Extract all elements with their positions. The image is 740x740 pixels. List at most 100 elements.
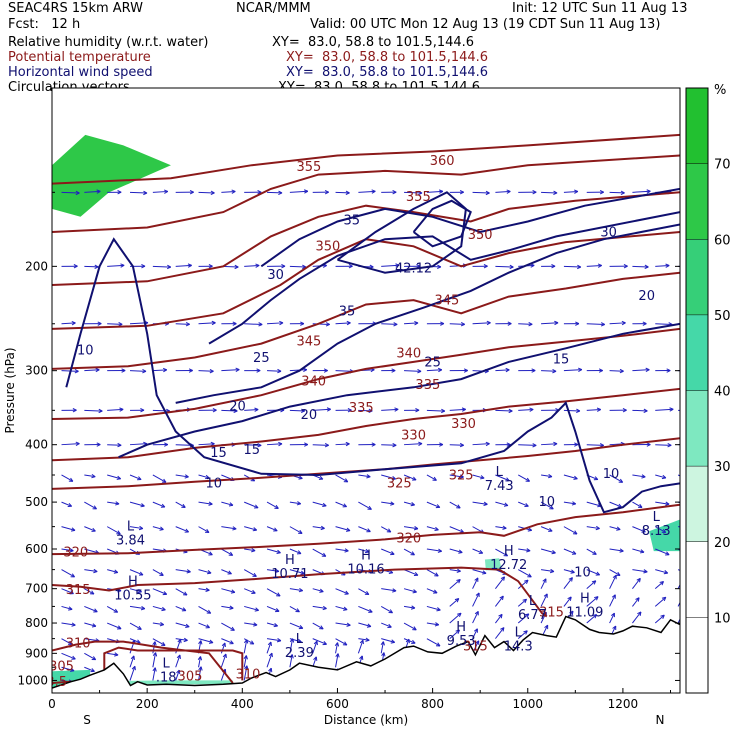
wind-vector-shaft-261 xyxy=(266,526,278,532)
wind-vector-head-240 xyxy=(437,548,443,553)
wind-vector-head-299 xyxy=(503,502,509,507)
wind-vector-shaft-407 xyxy=(404,370,422,372)
wind-vector-head-63 xyxy=(221,642,226,647)
wind-vector-head-401 xyxy=(277,368,282,374)
wind-vector-head-352 xyxy=(439,442,444,447)
wind-vector-head-392 xyxy=(74,369,79,374)
wind-vector-head-151 xyxy=(322,605,327,611)
wind-vector xyxy=(609,320,626,326)
wind-vector xyxy=(632,548,645,554)
wind-vector xyxy=(84,526,96,532)
wind-vector-shaft-191 xyxy=(586,580,597,590)
wind-vector-head-39 xyxy=(313,656,318,661)
wind-vector xyxy=(267,320,284,326)
wind-vector-head-205 xyxy=(274,568,280,574)
wind-vector-head-444 xyxy=(621,320,626,326)
wind-vector xyxy=(358,548,370,554)
wind-vector-head-379 xyxy=(415,408,420,413)
theta-label-22: 355 xyxy=(406,190,431,205)
wind-vector-head-243 xyxy=(503,552,509,557)
x-tick-label-800: 800 xyxy=(421,697,444,711)
wind-vector-head-177 xyxy=(276,592,281,597)
wind-vector xyxy=(244,588,256,594)
wind-vector xyxy=(518,322,533,327)
wind-vector-head-108 xyxy=(612,625,617,631)
wind-vector xyxy=(61,605,73,611)
colorbar-tick-label-30: 30 xyxy=(714,460,731,475)
wind-vector-shaft-467 xyxy=(495,265,514,268)
wind-vector-shaft-125 xyxy=(358,622,372,627)
wind-vector-shaft-282 xyxy=(107,501,120,505)
wind-vector xyxy=(586,322,605,327)
wind-vector-shaft-435 xyxy=(404,322,419,325)
wind-vector-shaft-243 xyxy=(495,548,508,557)
wind-vector xyxy=(152,667,157,681)
wind-vector xyxy=(381,622,392,628)
wind-vector-head-467 xyxy=(509,264,514,270)
wind-vector-shaft-173 xyxy=(175,588,188,596)
wind-vector-head-33 xyxy=(176,654,181,659)
wind-vector-head-162 xyxy=(567,596,572,601)
colorbar-tick-label-70: 70 xyxy=(714,158,731,173)
wind-vector xyxy=(380,641,385,654)
wind-vector-head-3 xyxy=(131,665,136,671)
wind-vector-head-101 xyxy=(455,629,460,634)
wind-vector xyxy=(312,407,331,412)
wind-vector xyxy=(107,474,122,480)
wind-vector-head-161 xyxy=(543,593,548,598)
wind-vector-shaft-289 xyxy=(266,501,279,509)
theta-contour-335 xyxy=(52,327,680,420)
wind-vector-shaft-194 xyxy=(654,581,664,590)
wind-vector xyxy=(495,501,509,507)
wind-vector-head-149 xyxy=(275,608,280,613)
wind-vector-shaft-245 xyxy=(540,548,556,554)
field-xy-theta: XY= 83.0, 58.8 to 101.5,144.6 xyxy=(286,50,489,65)
theta-label-12: 330 xyxy=(451,417,476,432)
wind-vector-shaft-5 xyxy=(175,669,180,681)
wind-vector-head-377 xyxy=(368,408,373,413)
wind-vector xyxy=(540,501,554,510)
wind-vector xyxy=(540,526,553,532)
wind-vector-shaft-314 xyxy=(198,474,210,479)
wind-vector-shaft-330 xyxy=(563,474,578,480)
theta-label-19: 350 xyxy=(316,239,341,254)
wind-speed-contour-15 xyxy=(118,322,680,459)
theta-label-23: 360 xyxy=(430,154,455,169)
wind-vector-shaft-497 xyxy=(541,191,558,194)
wind-vector-shaft-212 xyxy=(426,569,439,577)
wind-vector-head-218 xyxy=(570,569,575,574)
wind-vector-shaft-198 xyxy=(107,569,118,574)
wind-vector xyxy=(84,622,97,628)
wind-vector xyxy=(381,474,397,481)
rh-shaded-area-0 xyxy=(52,134,171,217)
wind-vector-shaft-128 xyxy=(426,622,439,626)
wind-vector xyxy=(541,441,558,447)
wind-vector-head-165 xyxy=(635,597,640,602)
wind-vector xyxy=(198,622,211,629)
wind-vector xyxy=(495,264,514,270)
wind-vector xyxy=(175,637,188,643)
wind-vector xyxy=(517,579,529,590)
wind-vector-head-233 xyxy=(276,549,281,554)
wind-vector-shaft-485 xyxy=(267,191,283,194)
wind-vector-shaft-291 xyxy=(312,501,327,507)
wind-vector xyxy=(563,264,582,270)
wind-vector-shaft-250 xyxy=(655,548,670,556)
wind-vector-head-117 xyxy=(185,623,190,628)
wind-vector xyxy=(84,408,103,414)
wind-vector-shaft-103 xyxy=(495,627,505,639)
wind-vector-shaft-157 xyxy=(449,598,460,607)
wind-vector-head-421 xyxy=(97,321,102,326)
wind-vector-shaft-89 xyxy=(175,638,188,641)
wind-vector-shaft-354 xyxy=(472,443,490,446)
wind-vector xyxy=(632,577,641,589)
wind-vector-shaft-328 xyxy=(517,474,530,482)
wind-vector-head-451 xyxy=(141,264,146,269)
wind-vector-head-280 xyxy=(67,502,73,508)
wind-vector-head-372 xyxy=(254,407,259,412)
wind-vector-head-349 xyxy=(371,442,376,447)
wind-vector-head-455 xyxy=(234,264,239,270)
wind-vector-head-140 xyxy=(68,606,73,611)
wind-vector-head-156 xyxy=(436,607,441,612)
wind-vector-head-55 xyxy=(681,655,684,659)
